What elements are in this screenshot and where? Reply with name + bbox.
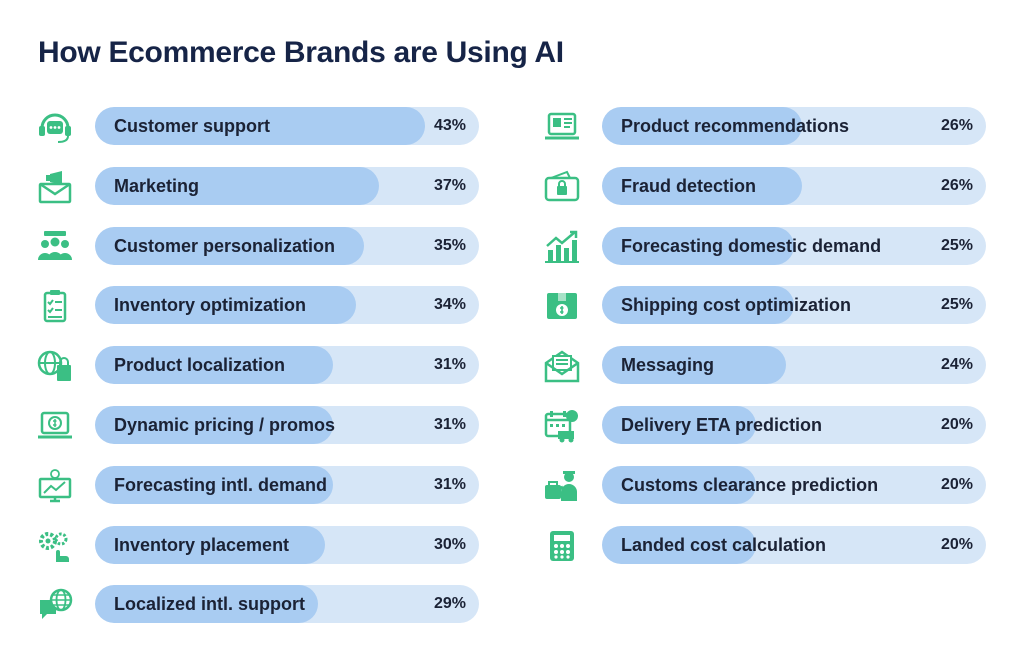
customs-officer-icon	[543, 469, 581, 503]
bar-track: Localized intl. support 29%	[95, 585, 479, 624]
bar-value-label: 20%	[940, 415, 973, 433]
bar-value-label: 26%	[940, 176, 973, 194]
bar-track: Landed cost calculation 20%	[602, 525, 986, 564]
bar-fill	[602, 346, 787, 385]
box-dollar-icon	[543, 289, 581, 323]
bar-value-label: 43%	[433, 117, 466, 134]
bar-label: Inventory optimization	[114, 295, 307, 316]
bar-value-label: 35%	[433, 236, 466, 254]
bar-track: Dynamic pricing / promos 31%	[95, 405, 479, 444]
bar-label: Inventory placement	[114, 534, 290, 555]
bar-label: Messaging	[621, 355, 715, 376]
bar-fill	[95, 166, 380, 205]
bar-value-label: 20%	[940, 535, 973, 553]
bar-fill	[95, 585, 318, 624]
bar-fill	[602, 286, 794, 325]
bar-track: Messaging 24%	[602, 346, 986, 385]
bar-value-label: 31%	[433, 356, 466, 374]
people-group-icon	[36, 230, 74, 264]
bar-track: Product recommendations 26%	[602, 107, 986, 145]
chat-globe-icon	[36, 588, 74, 622]
bar-label: Customer personalization	[114, 235, 336, 256]
bar-label: Landed cost calculation	[621, 534, 827, 555]
bar-track: Customs clearance prediction 20%	[602, 465, 986, 504]
clipboard-checklist-icon	[36, 289, 74, 323]
bar-value-label: 20%	[940, 475, 973, 493]
bar-fill	[95, 346, 334, 385]
megaphone-envelope-icon	[36, 170, 74, 204]
bar-value-label: 24%	[940, 356, 973, 374]
bar-value-label: 34%	[433, 296, 466, 314]
bar-fill	[95, 405, 334, 444]
bar-label: Product localization	[114, 355, 286, 376]
globe-bag-icon	[36, 349, 74, 383]
laptop-dollar-icon	[36, 409, 74, 443]
bar-fill	[95, 286, 357, 325]
bar-value-label: 25%	[940, 236, 973, 254]
headset-icon	[36, 110, 74, 144]
bar-label: Shipping cost optimization	[621, 295, 851, 316]
bar-label: Product recommendations	[621, 116, 850, 136]
chart-title: How Ecommerce Brands are Using AI	[38, 36, 564, 69]
bar-value-label: 31%	[433, 475, 466, 493]
bar-fill	[602, 525, 756, 564]
bar-track: Product localization 31%	[95, 346, 479, 385]
bar-fill	[602, 166, 802, 205]
bar-fill	[602, 226, 794, 265]
bar-fill	[95, 107, 426, 145]
bar-label: Customer support	[114, 116, 271, 136]
bar-track: Inventory placement 30%	[95, 525, 479, 564]
bar-track: Delivery ETA prediction 20%	[602, 405, 986, 444]
bar-fill	[602, 107, 802, 145]
bar-label: Forecasting domestic demand	[621, 235, 882, 256]
bar-track: Forecasting intl. demand 31%	[95, 465, 479, 504]
bar-track: Inventory optimization 34%	[95, 286, 479, 325]
bar-label: Dynamic pricing / promos	[114, 414, 336, 435]
bar-track: Customer personalization 35%	[95, 226, 479, 265]
bar-fill	[602, 405, 756, 444]
bar-value-label: 26%	[940, 117, 973, 134]
bar-fill	[95, 525, 326, 564]
bar-chart-arrow-icon	[543, 230, 581, 264]
bar-value-label: 29%	[433, 595, 466, 613]
bar-label: Customs clearance prediction	[621, 474, 879, 495]
laptop-product-icon	[543, 110, 581, 144]
bar-track: Fraud detection 26%	[602, 166, 986, 205]
bar-label: Forecasting intl. demand	[114, 474, 328, 495]
envelope-letter-icon	[543, 349, 581, 383]
bar-track: Shipping cost optimization 25%	[602, 286, 986, 325]
bar-fill	[602, 465, 756, 504]
bar-label: Delivery ETA prediction	[621, 414, 823, 435]
bar-track: Forecasting domestic demand 25%	[602, 226, 986, 265]
calendar-truck-icon	[543, 409, 581, 443]
bar-track: Customer support 43%	[95, 107, 479, 145]
bar-value-label: 37%	[433, 176, 466, 194]
gears-hand-icon	[36, 529, 74, 563]
bar-fill	[95, 226, 364, 265]
bar-label: Fraud detection	[621, 175, 757, 196]
bar-track: Marketing 37%	[95, 166, 479, 205]
bar-label: Localized intl. support	[114, 594, 306, 615]
bar-value-label: 25%	[940, 296, 973, 314]
bar-value-label: 30%	[433, 535, 466, 553]
monitor-chart-icon	[36, 468, 74, 503]
bar-value-label: 31%	[433, 415, 466, 433]
bar-fill	[95, 465, 334, 504]
calculator-icon	[543, 529, 581, 563]
bar-label: Marketing	[114, 175, 200, 196]
wallet-lock-icon	[543, 170, 581, 204]
